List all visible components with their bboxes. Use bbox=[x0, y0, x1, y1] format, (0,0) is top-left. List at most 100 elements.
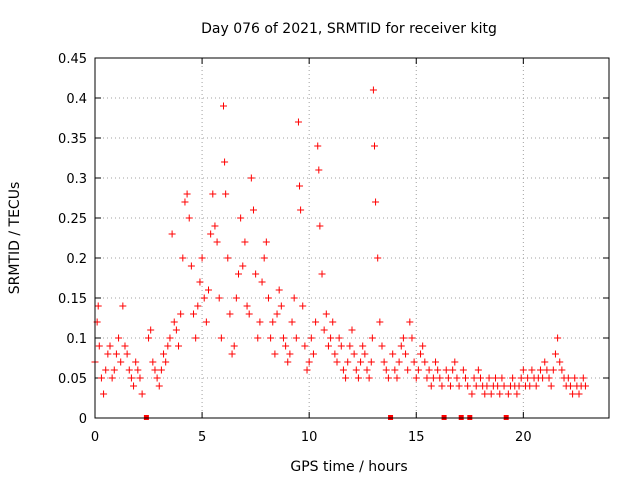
data-point bbox=[264, 294, 272, 302]
data-point bbox=[432, 358, 440, 366]
data-point bbox=[348, 326, 356, 334]
y-tick-label: 0.3 bbox=[66, 172, 87, 187]
data-point bbox=[224, 254, 232, 262]
data-point bbox=[230, 342, 238, 350]
data-point bbox=[339, 366, 347, 374]
data-point bbox=[256, 318, 264, 326]
data-point bbox=[294, 118, 302, 126]
data-point bbox=[232, 294, 240, 302]
data-point bbox=[222, 190, 230, 198]
data-point bbox=[157, 366, 165, 374]
data-point bbox=[554, 334, 562, 342]
data-point bbox=[543, 366, 551, 374]
x-tick-label: 0 bbox=[91, 430, 99, 445]
data-point bbox=[292, 334, 300, 342]
data-point bbox=[213, 238, 221, 246]
data-point bbox=[194, 302, 202, 310]
data-point bbox=[474, 366, 482, 374]
data-point bbox=[102, 366, 110, 374]
data-point bbox=[515, 382, 523, 390]
data-point bbox=[192, 334, 200, 342]
data-point bbox=[312, 318, 320, 326]
data-point bbox=[370, 142, 378, 150]
data-point bbox=[500, 382, 508, 390]
data-point bbox=[279, 334, 287, 342]
data-point bbox=[207, 230, 215, 238]
data-point bbox=[115, 334, 123, 342]
data-point bbox=[496, 390, 504, 398]
data-point bbox=[361, 350, 369, 358]
data-point bbox=[181, 198, 189, 206]
data-point bbox=[162, 358, 170, 366]
data-point bbox=[121, 342, 129, 350]
data-point bbox=[335, 334, 343, 342]
data-point bbox=[494, 382, 502, 390]
data-point bbox=[217, 334, 225, 342]
data-point bbox=[209, 190, 217, 198]
x-tick-label: 10 bbox=[301, 430, 318, 445]
data-point bbox=[397, 342, 405, 350]
data-point bbox=[243, 302, 251, 310]
data-point bbox=[190, 310, 198, 318]
data-point bbox=[389, 350, 397, 358]
data-point bbox=[417, 350, 425, 358]
data-point bbox=[108, 374, 116, 382]
y-axis-label: SRMTID / TECUs bbox=[7, 182, 23, 295]
data-point bbox=[275, 286, 283, 294]
data-point bbox=[498, 374, 506, 382]
data-point bbox=[247, 174, 255, 182]
data-point bbox=[299, 302, 307, 310]
data-point bbox=[483, 382, 491, 390]
data-point bbox=[324, 342, 332, 350]
data-point bbox=[269, 318, 277, 326]
data-point bbox=[487, 390, 495, 398]
data-point bbox=[354, 374, 362, 382]
data-point bbox=[138, 390, 146, 398]
data-point bbox=[344, 358, 352, 366]
data-point bbox=[288, 318, 296, 326]
data-point bbox=[320, 326, 328, 334]
data-point bbox=[333, 358, 341, 366]
data-point bbox=[228, 350, 236, 358]
data-point bbox=[453, 374, 461, 382]
grid bbox=[95, 58, 609, 418]
data-point bbox=[160, 350, 168, 358]
data-point bbox=[524, 374, 532, 382]
data-point bbox=[245, 310, 253, 318]
data-point bbox=[451, 358, 459, 366]
data-point bbox=[391, 366, 399, 374]
data-point bbox=[579, 374, 587, 382]
y-tick-label: 0.1 bbox=[66, 332, 87, 347]
data-point bbox=[175, 342, 183, 350]
data-point bbox=[226, 310, 234, 318]
data-point bbox=[395, 358, 403, 366]
data-point bbox=[117, 358, 125, 366]
data-point bbox=[372, 198, 380, 206]
data-point bbox=[350, 350, 358, 358]
data-point bbox=[136, 374, 144, 382]
data-point bbox=[100, 390, 108, 398]
data-point bbox=[566, 382, 574, 390]
data-point bbox=[569, 390, 577, 398]
data-point bbox=[211, 222, 219, 230]
data-point bbox=[558, 366, 566, 374]
data-point bbox=[384, 374, 392, 382]
data-point bbox=[112, 350, 120, 358]
data-point bbox=[571, 374, 579, 382]
data-point bbox=[95, 342, 103, 350]
y-tick-label: 0.35 bbox=[58, 132, 87, 147]
data-point bbox=[551, 350, 559, 358]
data-point bbox=[380, 358, 388, 366]
data-point bbox=[252, 270, 260, 278]
data-point bbox=[97, 374, 105, 382]
data-point bbox=[414, 366, 422, 374]
data-point bbox=[402, 350, 410, 358]
x-tick-label: 15 bbox=[408, 430, 425, 445]
data-point bbox=[185, 214, 193, 222]
data-point bbox=[342, 374, 350, 382]
data-point bbox=[532, 382, 540, 390]
data-point bbox=[477, 374, 484, 382]
data-point bbox=[282, 342, 290, 350]
data-point bbox=[234, 270, 242, 278]
